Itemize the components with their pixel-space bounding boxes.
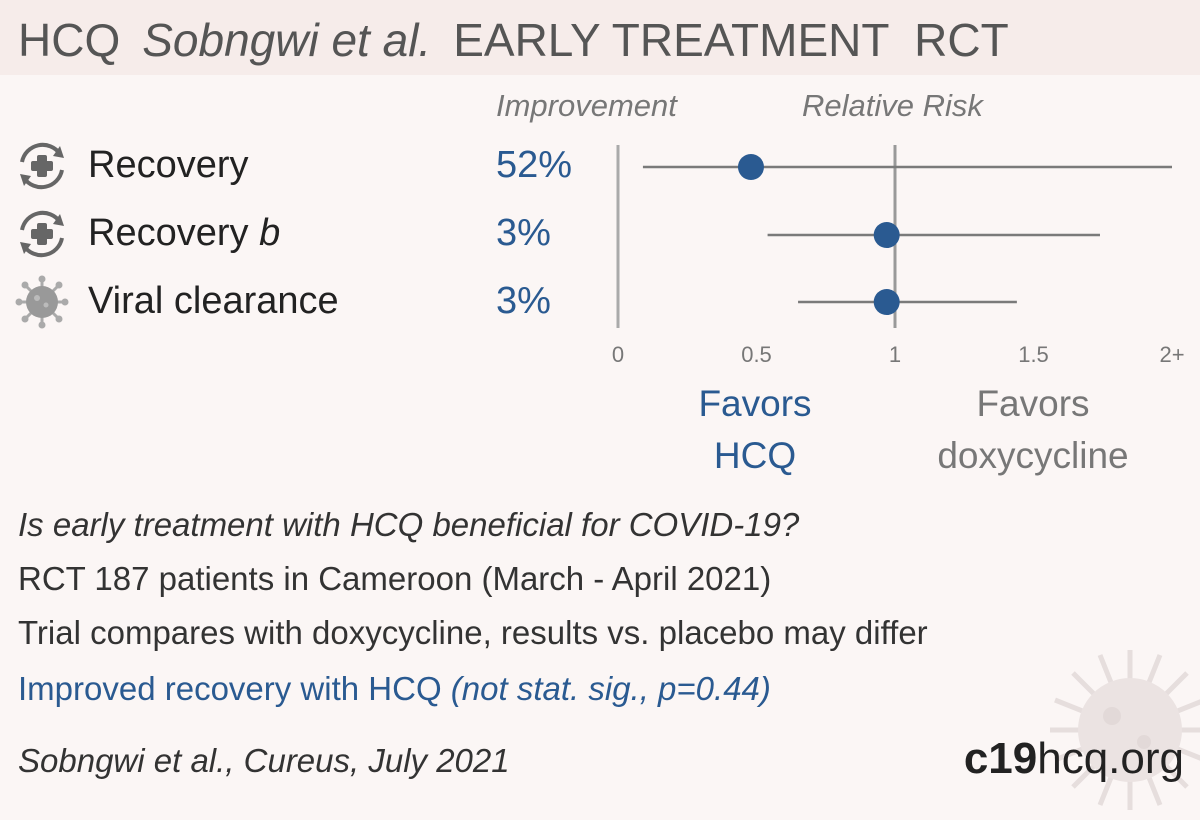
row-label-viral-clearance: Viral clearance xyxy=(88,280,339,322)
row-value-recovery: 52% xyxy=(496,144,573,186)
x-tick-label: 1.5 xyxy=(1018,342,1049,367)
study-summary: RCT 187 patients in Cameroon (March - Ap… xyxy=(18,560,772,597)
header-bar xyxy=(0,0,1200,75)
row-label-recovery-b: Recovery b xyxy=(88,212,281,254)
study-comparator-note: Trial compares with doxycycline, results… xyxy=(18,614,928,651)
favors-doxycycline-label: Favors doxycycline xyxy=(937,383,1129,476)
x-tick-label: 2+ xyxy=(1159,342,1184,367)
recovery-icon xyxy=(20,142,64,190)
citation: Sobngwi et al., Cureus, July 2021 xyxy=(18,742,510,779)
row-label-recovery: Recovery xyxy=(88,144,249,186)
relative-risk-column-header: Relative Risk xyxy=(802,88,983,123)
rr-point xyxy=(737,154,764,180)
virus-watermark-icon xyxy=(1050,650,1200,810)
virus-icon xyxy=(15,275,69,329)
favors-hcq-label: Favors HCQ xyxy=(698,383,812,476)
recovery-icon xyxy=(20,210,64,258)
x-tick-label: 1 xyxy=(889,342,901,367)
x-tick-label: 0 xyxy=(612,342,624,367)
study-conclusion: Improved recovery with HCQ (not stat. si… xyxy=(18,670,771,707)
forest-plot: 0 0.5 1 1.5 2+ xyxy=(612,145,1185,367)
title-drug: HCQ xyxy=(18,14,121,66)
title-authors: Sobngwi et al. xyxy=(142,14,432,66)
rr-point xyxy=(873,222,900,248)
title-design: EARLY TREATMENT RCT xyxy=(453,14,1009,66)
row-value-viral-clearance: 3% xyxy=(496,280,551,322)
improvement-column-header: Improvement xyxy=(496,88,677,123)
row-value-recovery-b: 3% xyxy=(496,212,551,254)
study-question: Is early treatment with HCQ beneficial f… xyxy=(18,506,800,543)
site-brand[interactable]: c19hcq.org xyxy=(963,734,1184,783)
rr-point xyxy=(873,289,900,315)
x-tick-label: 0.5 xyxy=(741,342,772,367)
page-title: HCQ Sobngwi et al. EARLY TREATMENT RCT xyxy=(18,8,1031,72)
